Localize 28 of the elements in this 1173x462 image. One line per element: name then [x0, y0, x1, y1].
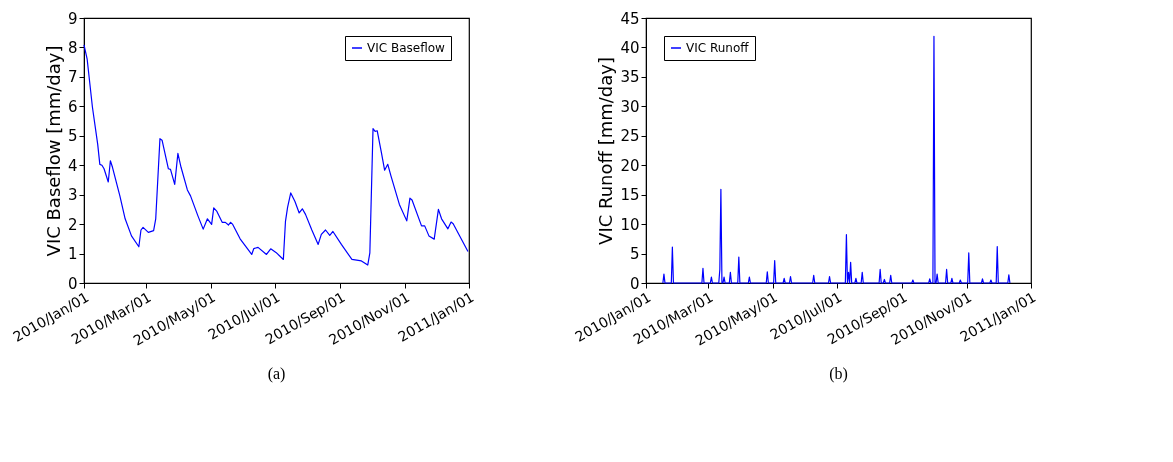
y-axis-title: VIC Runoff [mm/day]: [595, 57, 617, 245]
y-tick-label: 0: [629, 274, 640, 293]
y-tick-label: 1: [67, 245, 78, 264]
legend-label: VIC Runoff: [686, 41, 750, 55]
y-tick-label: 9: [67, 9, 78, 28]
y-tick-label: 20: [620, 156, 640, 175]
y-tick-label: 6: [67, 97, 78, 116]
y-tick-label: 10: [620, 215, 640, 234]
y-tick-label: 2: [67, 215, 78, 234]
y-tick-label: 15: [620, 186, 640, 205]
y-tick-label: 4: [67, 156, 78, 175]
line-series: [83, 44, 469, 266]
y-tick-label: 45: [620, 9, 640, 28]
y-tick-label: 3: [67, 186, 78, 205]
text: (a): [267, 365, 286, 384]
y-tick-label: 35: [620, 68, 640, 87]
legend-label: VIC Baseflow: [367, 41, 446, 55]
y-axis-title: VIC Baseflow [mm/day]: [42, 45, 64, 257]
y-tick-label: 25: [620, 127, 640, 146]
y-tick-label: 8: [67, 38, 78, 57]
text: (b): [829, 365, 848, 384]
y-tick-label: 30: [620, 97, 640, 116]
y-tick-label: 40: [620, 38, 640, 57]
y-tick-label: 0: [67, 274, 78, 293]
y-tick-label: 5: [67, 127, 78, 146]
line-series: [662, 35, 1011, 284]
y-tick-label: 7: [67, 68, 78, 87]
y-tick-label: 5: [629, 245, 640, 264]
